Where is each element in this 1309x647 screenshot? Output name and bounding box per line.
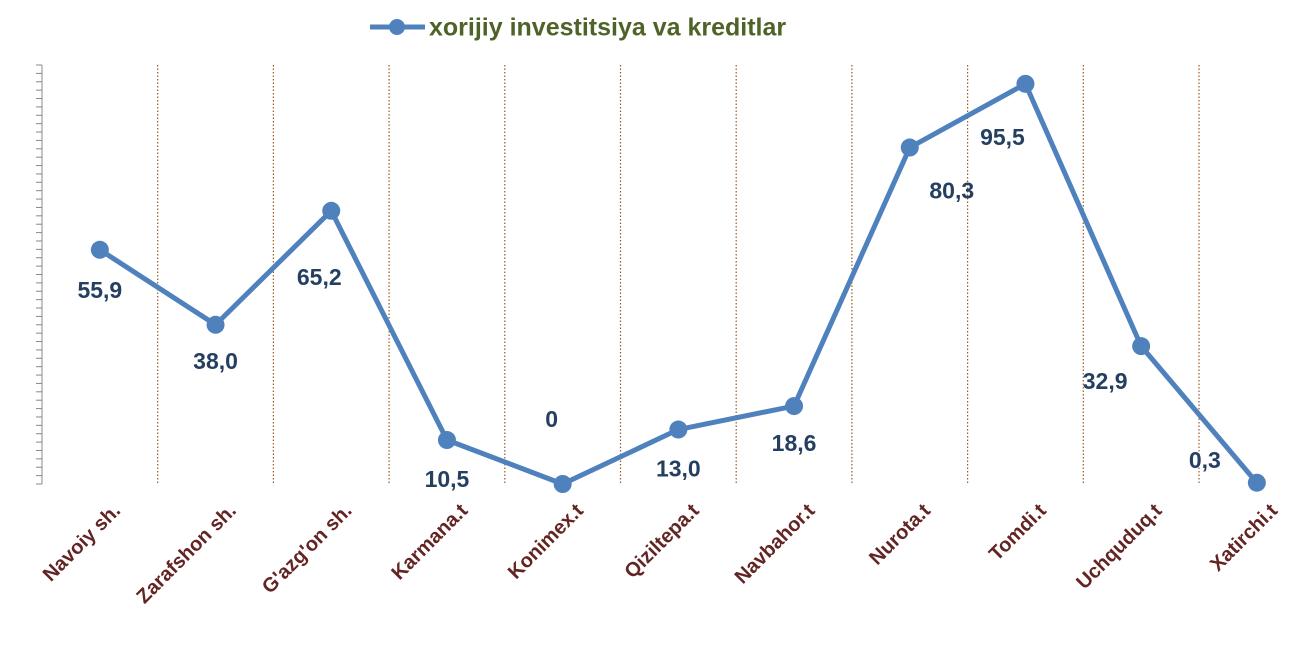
point — [553, 475, 572, 493]
value-label: 18,6 — [772, 430, 817, 456]
value-label: 0 — [545, 406, 558, 432]
x-tick-label: Navbahor.t — [731, 499, 820, 588]
x-tick-label: Qiziltepa.t — [620, 499, 703, 582]
point — [1132, 337, 1151, 356]
legend-label: xorijiy investitsiya va kreditlar — [429, 14, 786, 42]
x-tick-label: Uchquduq.t — [1072, 499, 1166, 593]
x-tick-label: Zarafshon sh. — [133, 500, 241, 608]
x-tick-label: Navoiy sh. — [39, 500, 125, 586]
point — [1247, 473, 1266, 492]
point — [900, 138, 919, 157]
point — [437, 431, 456, 450]
value-label: 32,9 — [1083, 368, 1128, 394]
point — [669, 420, 688, 439]
legend-marker — [389, 19, 405, 35]
value-label: 80,3 — [929, 178, 974, 204]
x-tick-label: Nurota.t — [865, 499, 935, 569]
value-label: 38,0 — [193, 348, 238, 374]
x-tick-label: Karmana.t — [387, 499, 472, 584]
value-label: 55,9 — [77, 277, 122, 303]
x-tick-label: Konimex.t — [504, 499, 588, 583]
point — [206, 315, 225, 334]
point — [322, 201, 341, 220]
value-label: 13,0 — [656, 456, 701, 482]
x-tick-label: G'azg'on sh. — [258, 500, 356, 598]
value-label: 65,2 — [297, 264, 342, 290]
value-label: 95,5 — [980, 124, 1025, 150]
value-label: 10,5 — [425, 466, 470, 492]
value-label: 0,3 — [1189, 447, 1221, 473]
x-tick-label: Tomdi.t — [985, 499, 1051, 565]
point — [1016, 74, 1035, 93]
point — [90, 240, 109, 259]
x-tick-label: Xatirchi.t — [1206, 499, 1282, 575]
point — [785, 397, 804, 416]
